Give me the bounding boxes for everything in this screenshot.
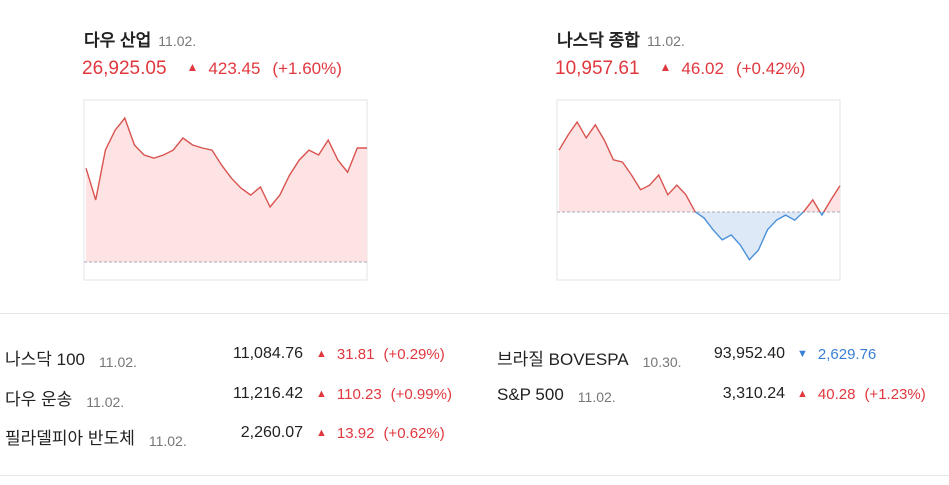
price-line <box>558 120 841 261</box>
row-value: 11,084.76 <box>233 345 303 362</box>
separator <box>0 475 949 476</box>
direction-arrow: ▲ <box>797 388 808 400</box>
row-value: 3,310.24 <box>722 385 785 402</box>
chart-frame <box>83 99 368 281</box>
index-percent: (+1.60%) <box>272 59 342 78</box>
index-date: 11.02. <box>158 33 197 49</box>
row-name: 다우 운송 <box>5 390 73 409</box>
row-date: 10.30. <box>642 354 682 370</box>
row-change: ▲ 13.92 (+0.62%) <box>316 425 445 442</box>
direction-arrow: ▼ <box>797 348 808 360</box>
area-fill <box>86 118 367 263</box>
row-date: 11.02. <box>577 389 616 405</box>
area-fill <box>559 122 840 260</box>
index-name: 다우 산업 <box>84 31 152 50</box>
index-name: 나스닥 종합 <box>557 31 640 50</box>
row-change-value: 31.81 <box>336 346 375 363</box>
row-label: S&P 500 11.02. <box>497 385 616 405</box>
row-percent: (+0.29%) <box>383 346 445 363</box>
row-percent: (+0.99%) <box>390 386 452 403</box>
row-date: 11.02. <box>99 354 137 370</box>
row-name: 브라질 BOVESPA <box>497 350 629 369</box>
row-value: 93,952.40 <box>713 345 785 362</box>
row-label: 다우 운송 11.02. <box>5 385 124 410</box>
index-quote: 26,925.05 ▲ 423.45 (+1.60%) <box>82 58 342 80</box>
index-change: 46.02 <box>681 59 724 78</box>
row-change: ▼ 2,629.76 <box>797 346 876 363</box>
direction-arrow: ▲ <box>316 427 327 439</box>
index-percent: (+0.42%) <box>735 59 806 78</box>
row-name: 필라델피아 반도체 <box>5 429 135 448</box>
row-percent: (+0.62%) <box>383 425 445 442</box>
index-date: 11.02. <box>646 33 685 49</box>
row-label: 브라질 BOVESPA 10.30. <box>497 345 682 370</box>
direction-arrow: ▲ <box>316 348 327 360</box>
row-date: 11.02. <box>148 433 187 449</box>
direction-arrow: ▲ <box>316 388 327 400</box>
row-change-value: 110.23 <box>336 386 382 403</box>
row-change: ▲ 110.23 (+0.99%) <box>316 386 452 403</box>
index-value: 26,925.05 <box>82 58 167 79</box>
direction-arrow: ▲ <box>186 60 199 74</box>
index-value: 10,957.61 <box>555 58 640 79</box>
index-title: 나스닥 종합 11.02. <box>557 26 685 51</box>
price-line <box>85 116 367 209</box>
row-value: 2,260.07 <box>240 424 303 441</box>
direction-arrow: ▲ <box>659 60 672 74</box>
index-quote: 10,957.61 ▲ 46.02 (+0.42%) <box>555 58 805 80</box>
row-label: 나스닥 100 11.02. <box>5 345 137 370</box>
index-change: 423.45 <box>208 59 261 78</box>
index-title: 다우 산업 11.02. <box>84 26 196 51</box>
row-value: 11,216.42 <box>233 385 303 402</box>
separator <box>0 313 949 314</box>
row-label: 필라델피아 반도체 11.02. <box>5 424 187 449</box>
row-change: ▲ 31.81 (+0.29%) <box>316 346 445 363</box>
row-name: S&P 500 <box>497 385 564 404</box>
row-percent: (+1.23%) <box>864 386 926 403</box>
row-name: 나스닥 100 <box>5 350 86 369</box>
row-change-value: 13.92 <box>336 425 375 442</box>
row-change: ▲ 40.28 (+1.23%) <box>797 386 926 403</box>
row-date: 11.02. <box>86 394 125 410</box>
row-change-value: 2,629.76 <box>817 346 877 363</box>
chart-frame <box>556 99 841 281</box>
row-change-value: 40.28 <box>817 386 856 403</box>
